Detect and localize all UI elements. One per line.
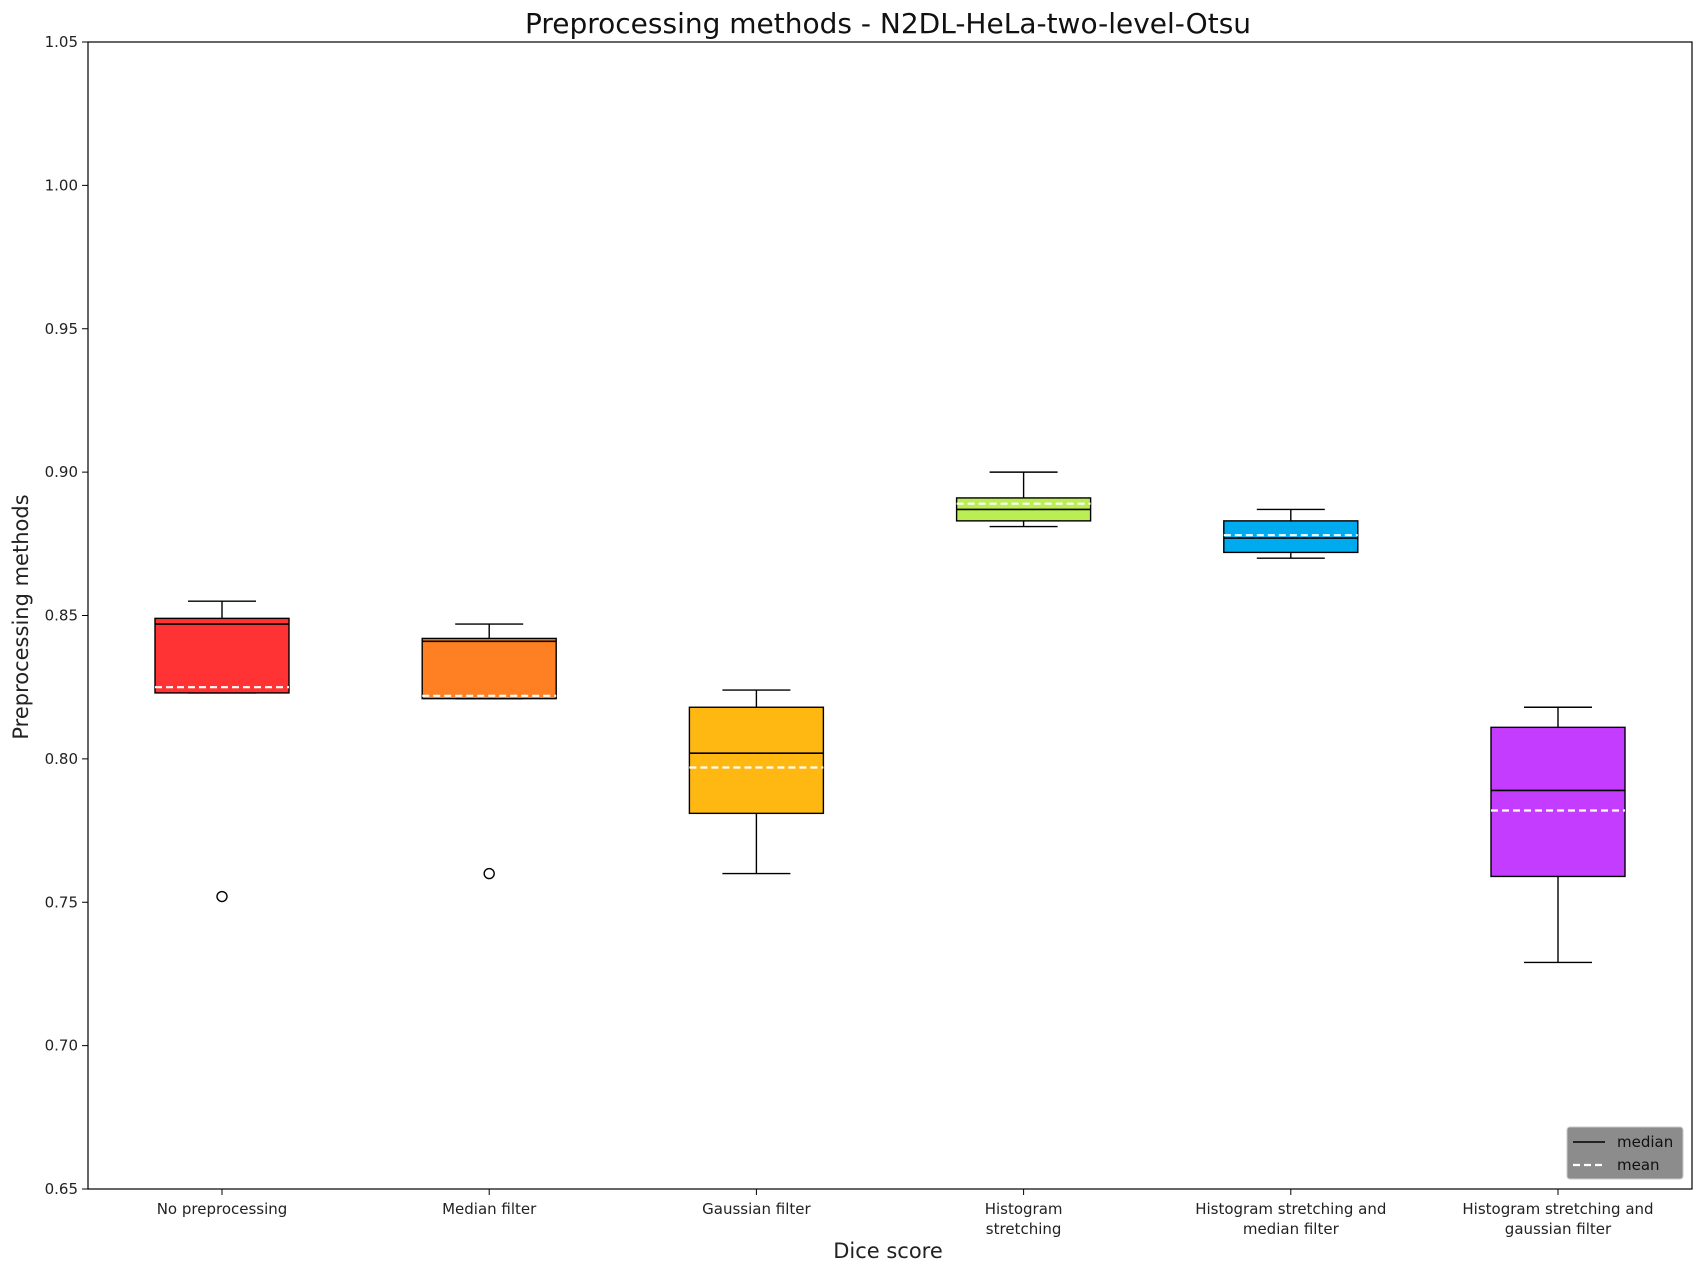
y-axis-label: Preprocessing methods xyxy=(9,494,33,739)
legend-label-median: median xyxy=(1617,1133,1673,1151)
y-tick-label: 0.65 xyxy=(45,1180,78,1198)
chart-title: Preprocessing methods - N2DL-HeLa-two-le… xyxy=(525,7,1251,40)
box-body xyxy=(421,637,557,700)
y-tick-label: 1.05 xyxy=(45,33,78,51)
y-tick-label: 0.95 xyxy=(45,320,78,338)
plot-area: 0.65 0.70 0.75 0.80 0.85 0.90 0.95 1.00 1.05 No p… xyxy=(45,33,1654,1238)
legend-label-mean: mean xyxy=(1617,1156,1660,1174)
y-tick-label: 1.00 xyxy=(45,176,78,194)
y-tick-label: 0.70 xyxy=(45,1037,78,1055)
x-tick-label: Gaussian filter xyxy=(702,1200,811,1218)
legend: median mean xyxy=(1566,1126,1684,1180)
box-body xyxy=(154,617,290,694)
box-group xyxy=(1223,508,1359,559)
x-tick-label: Histogram stretching and xyxy=(1462,1200,1653,1218)
box-group xyxy=(154,600,290,903)
x-tick-label: Histogram stretching and xyxy=(1195,1200,1386,1218)
y-tick-label: 0.90 xyxy=(45,463,78,481)
plot-frame xyxy=(87,41,1693,1190)
outlier-point xyxy=(483,867,495,880)
y-tick-label: 0.85 xyxy=(45,607,78,625)
x-tick-label: Median filter xyxy=(442,1200,537,1218)
x-tick-label: Histogram xyxy=(985,1200,1063,1218)
x-tick-label: median filter xyxy=(1243,1220,1340,1238)
box-body xyxy=(688,706,825,815)
x-tick-label: No preprocessing xyxy=(157,1200,288,1218)
box-body xyxy=(1490,726,1626,878)
x-axis-label: Dice score xyxy=(833,1239,943,1263)
x-tick-label: stretching xyxy=(986,1220,1062,1238)
box-group xyxy=(421,623,557,880)
box-group xyxy=(688,689,825,875)
y-tick-label: 0.75 xyxy=(45,893,78,911)
box-body xyxy=(1223,520,1359,554)
y-tick-label: 0.80 xyxy=(45,750,78,768)
box-group xyxy=(955,471,1092,528)
box-group xyxy=(1490,706,1626,964)
x-tick-label: gaussian filter xyxy=(1505,1220,1612,1238)
outlier-point xyxy=(216,890,228,903)
